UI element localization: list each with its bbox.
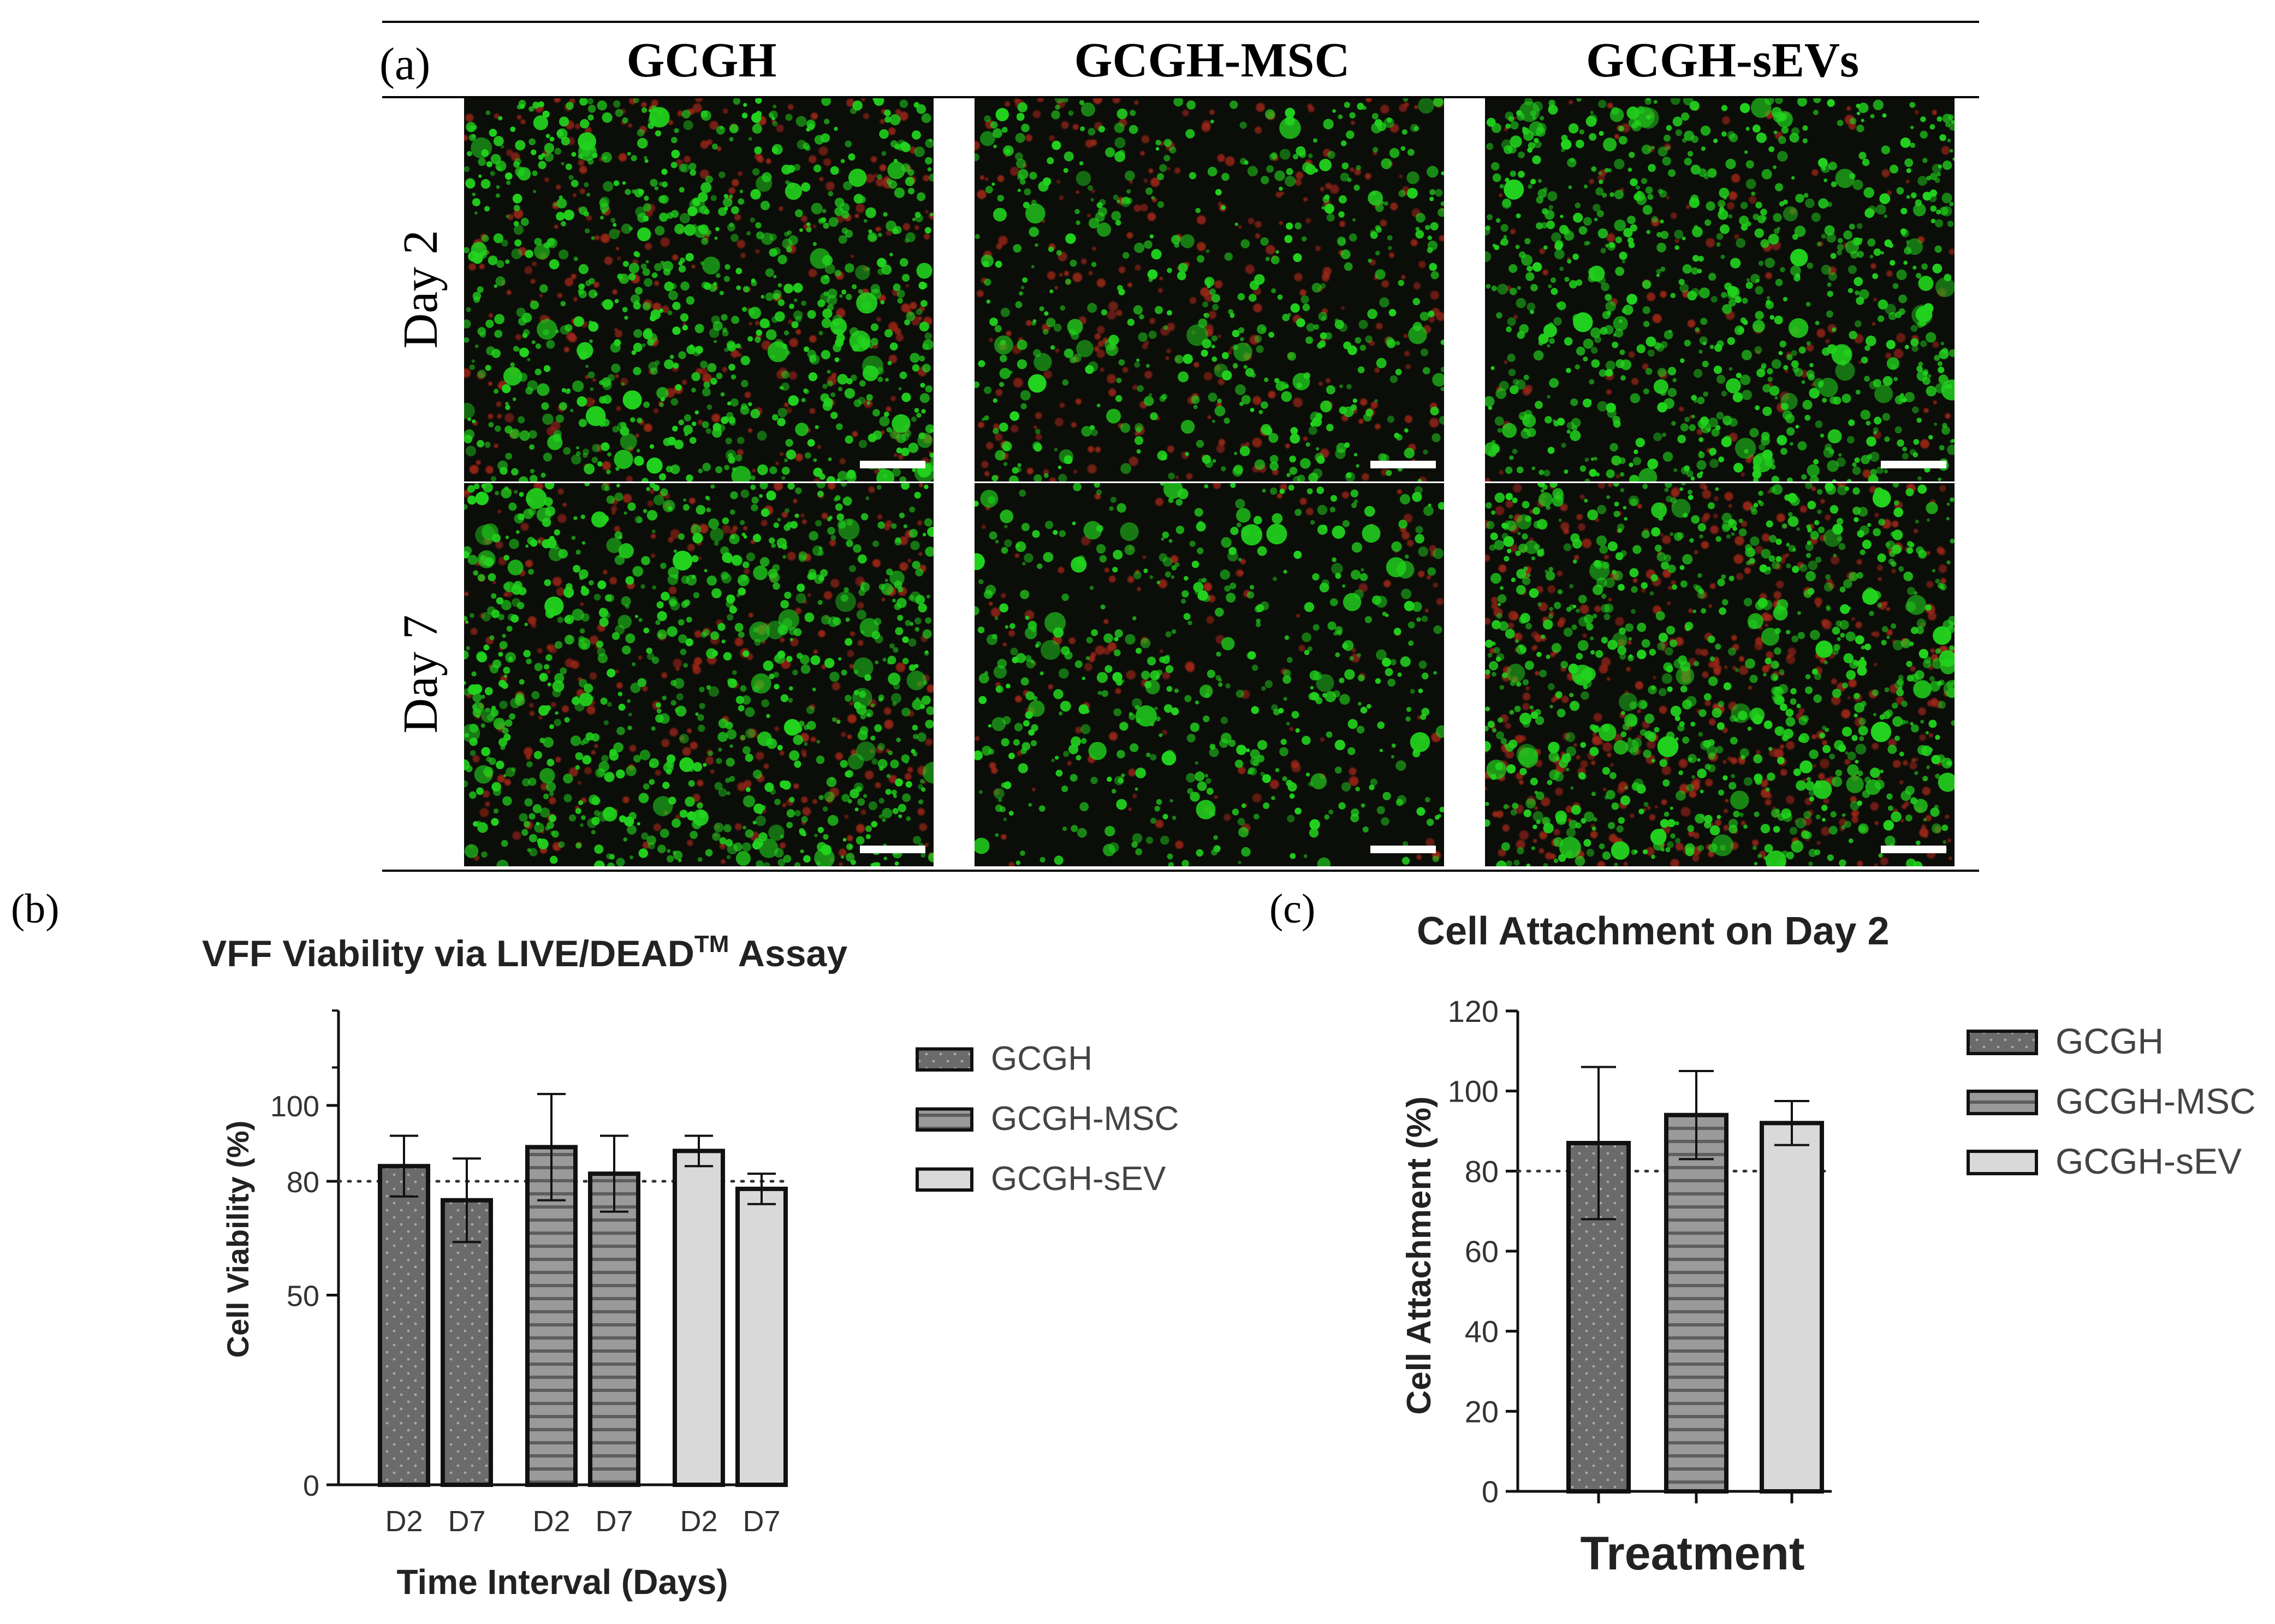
column-header-gcgh-sevs: GCGH-sEVs xyxy=(1586,33,1859,87)
panel-b-bar-gcgh-d2 xyxy=(378,1164,430,1487)
panel-a-label: (a) xyxy=(379,39,430,90)
scale-bar xyxy=(1370,846,1436,853)
micrograph-background xyxy=(1485,483,1955,866)
live-cells xyxy=(975,98,1444,481)
panel-b-x-tick-label-d2: D2 xyxy=(385,1505,423,1538)
panel-c-y-tick-label-20: 20 xyxy=(1465,1394,1499,1429)
panel-b-legend-label-gcgh-sev: GCGH-sEV xyxy=(991,1160,1166,1198)
live-cells xyxy=(464,483,934,866)
panel-b-title: VFF Viability via LIVE/DEADTM Assay xyxy=(202,931,847,974)
panel-c-legend-swatch-gcgh xyxy=(1967,1030,2038,1055)
panel-c-bar-gcgh-msc xyxy=(1664,1113,1728,1494)
panel-b-bar-gcgh-sev-d2 xyxy=(673,1149,725,1487)
panel-b-y-tick-label-50: 50 xyxy=(287,1280,319,1313)
panel-c-legend-label-gcgh: GCGH xyxy=(2056,1021,2164,1061)
panel-c-y-tick-label-60: 60 xyxy=(1465,1234,1499,1269)
panel-b-title-main: VFF Viability via LIVE/DEAD xyxy=(202,933,694,974)
scale-bar xyxy=(1370,461,1436,468)
panel-c-legend-swatch-gcgh-sev xyxy=(1967,1150,2038,1176)
scale-bar xyxy=(1881,846,1946,853)
panel-b-label: (b) xyxy=(11,886,60,932)
micrograph-day-2-gcgh xyxy=(464,98,934,481)
panel-b-x-tick-label-d7: D7 xyxy=(595,1505,633,1538)
panel-c-legend-label-gcgh-msc: GCGH-MSC xyxy=(2056,1081,2256,1121)
panel-b-legend-swatch-gcgh xyxy=(916,1047,973,1072)
panel-b-bar-gcgh-d7-error-bar xyxy=(453,1157,481,1244)
panel-b-bar-gcgh-d2-error-bar xyxy=(390,1134,418,1198)
panel-b-title-superscript: TM xyxy=(694,931,729,957)
panel-b-bar-gcgh-d7 xyxy=(441,1198,493,1487)
row-label-day-7: Day 7 xyxy=(394,615,448,733)
micrograph-day-7-gcgh xyxy=(464,483,934,866)
panel-b-y-tick-label-100: 100 xyxy=(270,1090,319,1123)
panel-b-x-tick-label-d7: D7 xyxy=(448,1505,485,1538)
panel-c-y-tick-label-120: 120 xyxy=(1448,994,1499,1028)
column-header-gcgh-msc: GCGH-MSC xyxy=(1074,33,1350,87)
panel-c-bar-gcgh-sev-error-bar xyxy=(1774,1100,1809,1146)
panel-c-y-tick-label-80: 80 xyxy=(1465,1154,1499,1188)
panel-b-x-tick-label-d7: D7 xyxy=(743,1505,780,1538)
panel-b-x-axis-label: Time Interval (Days) xyxy=(396,1562,728,1602)
panel-b-bar-gcgh-sev-d7 xyxy=(735,1186,788,1487)
panel-b-legend-swatch-gcgh-msc xyxy=(916,1107,973,1132)
panel-c-title: Cell Attachment on Day 2 xyxy=(1417,909,1890,953)
panel-b-bar-gcgh-msc-d2-error-bar xyxy=(537,1093,566,1201)
panel-c-y-tick-label-100: 100 xyxy=(1448,1074,1499,1109)
panel-c-legend-label-gcgh-sev: GCGH-sEV xyxy=(2056,1141,2242,1181)
panel-b-legend-label-gcgh-msc: GCGH-MSC xyxy=(991,1100,1179,1138)
panel-c-bar-gcgh-msc-error-bar xyxy=(1679,1070,1714,1161)
live-cells xyxy=(1485,483,1955,866)
dead-cells xyxy=(975,98,1444,481)
panel-b-bar-gcgh-sev-d7-error-bar xyxy=(747,1173,776,1205)
panel-b-legend-swatch-gcgh-sev xyxy=(916,1167,973,1192)
panel-b-bar-gcgh-msc-d7-error-bar xyxy=(600,1134,628,1213)
panel-c-y-tick-label-0: 0 xyxy=(1482,1474,1499,1509)
micrograph-day-2-gcgh-sevs xyxy=(1485,98,1955,481)
scale-bar xyxy=(860,846,925,853)
live-cells xyxy=(1485,98,1955,481)
scale-bar xyxy=(860,461,925,468)
micrograph-day-7-gcgh-msc xyxy=(975,483,1444,866)
panel-c-label: (c) xyxy=(1269,886,1315,932)
live-cells xyxy=(464,98,934,481)
panel-b-viability-chart: (b) VFF Viability via LIVE/DEADTM Assay … xyxy=(11,886,1179,1602)
panel-b-bar-gcgh-msc-d7 xyxy=(588,1171,640,1488)
panel-c-bar-gcgh-error-bar xyxy=(1581,1066,1616,1221)
panel-c-bar-gcgh-sev xyxy=(1760,1121,1824,1494)
panel-b-y-tick-label-0: 0 xyxy=(303,1470,319,1502)
panel-b-y-axis-label: Cell Viability (%) xyxy=(221,1121,255,1358)
column-header-gcgh: GCGH xyxy=(626,33,776,87)
micrograph-background xyxy=(975,98,1444,481)
panel-b-legend-label-gcgh: GCGH xyxy=(991,1040,1092,1078)
panel-b-bar-gcgh-msc-d2 xyxy=(525,1145,578,1487)
live-cells xyxy=(975,483,1444,866)
panel-c-y-tick-label-40: 40 xyxy=(1465,1314,1499,1349)
panel-c-attachment-chart: (c) Cell Attachment on Day 2 Cell Attach… xyxy=(1269,886,2256,1580)
panel-b-x-tick-label-d2: D2 xyxy=(532,1505,570,1538)
panel-c-x-axis-label: Treatment xyxy=(1580,1527,1804,1580)
row-label-day-2: Day 2 xyxy=(394,230,448,348)
micrograph-day-2-gcgh-msc xyxy=(975,98,1444,481)
dead-cells xyxy=(1485,100,1955,481)
scale-bar xyxy=(1881,461,1946,468)
micrograph-day-7-gcgh-sevs xyxy=(1485,483,1955,866)
panel-b-title-suffix: Assay xyxy=(729,933,847,974)
panel-c-legend-swatch-gcgh-msc xyxy=(1967,1090,2038,1115)
panel-b-y-tick-label-80: 80 xyxy=(287,1166,319,1199)
panel-c-y-axis-label: Cell Attachment (%) xyxy=(1400,1096,1438,1414)
panel-a-micrograph-grid: (a) GCGH GCGH-MSC GCGH-sEVs Day 2 Day 7 xyxy=(379,21,1979,872)
panel-b-x-tick-label-d2: D2 xyxy=(680,1505,717,1538)
panel-b-bar-gcgh-sev-d2-error-bar xyxy=(685,1134,713,1168)
